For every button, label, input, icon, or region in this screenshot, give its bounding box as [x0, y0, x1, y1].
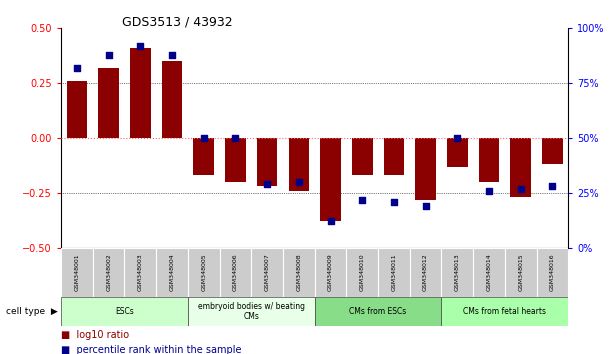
Text: GSM348003: GSM348003 — [138, 254, 143, 291]
Bar — [384, 138, 404, 175]
Text: ESCs: ESCs — [115, 307, 134, 316]
Text: GSM348007: GSM348007 — [265, 254, 269, 291]
Text: GSM348005: GSM348005 — [201, 254, 207, 291]
Point — [421, 203, 431, 209]
Point — [199, 135, 208, 141]
Bar — [61, 248, 93, 297]
Bar — [93, 248, 125, 297]
Text: GSM348012: GSM348012 — [423, 254, 428, 291]
Point — [72, 65, 82, 71]
Bar — [415, 138, 436, 200]
Bar — [441, 297, 568, 326]
Bar — [346, 248, 378, 297]
Point — [230, 135, 240, 141]
Text: GDS3513 / 43932: GDS3513 / 43932 — [122, 15, 233, 28]
Text: GSM348002: GSM348002 — [106, 254, 111, 291]
Text: GSM348001: GSM348001 — [75, 254, 79, 291]
Bar — [505, 248, 536, 297]
Text: CMs from fetal hearts: CMs from fetal hearts — [463, 307, 546, 316]
Point — [516, 186, 525, 192]
Text: ■  percentile rank within the sample: ■ percentile rank within the sample — [61, 346, 241, 354]
Bar — [125, 248, 156, 297]
Bar — [473, 248, 505, 297]
Point — [389, 199, 399, 205]
Text: ■  log10 ratio: ■ log10 ratio — [61, 330, 129, 339]
Bar — [378, 248, 410, 297]
Text: CMs from ESCs: CMs from ESCs — [349, 307, 407, 316]
Bar — [315, 297, 441, 326]
Bar — [162, 61, 182, 138]
Bar — [130, 48, 151, 138]
Text: GSM348015: GSM348015 — [518, 254, 523, 291]
Text: GSM348011: GSM348011 — [392, 254, 397, 291]
Point — [452, 135, 462, 141]
Bar — [536, 248, 568, 297]
Bar — [251, 248, 283, 297]
Point — [357, 197, 367, 202]
Bar — [288, 138, 309, 191]
Bar — [188, 297, 315, 326]
Point — [326, 219, 335, 224]
Text: GSM348013: GSM348013 — [455, 254, 460, 291]
Text: GSM348006: GSM348006 — [233, 254, 238, 291]
Point — [104, 52, 114, 57]
Text: GSM348010: GSM348010 — [360, 254, 365, 291]
Point — [167, 52, 177, 57]
Point — [547, 183, 557, 189]
Bar — [352, 138, 373, 175]
Text: GSM348004: GSM348004 — [169, 254, 175, 291]
Bar — [67, 81, 87, 138]
Bar — [98, 68, 119, 138]
Text: GSM348016: GSM348016 — [550, 254, 555, 291]
Bar — [320, 138, 341, 222]
Bar — [188, 248, 219, 297]
Bar — [156, 248, 188, 297]
Bar — [410, 248, 441, 297]
Bar — [441, 248, 473, 297]
Bar — [447, 138, 467, 167]
Bar — [219, 248, 251, 297]
Text: GSM348008: GSM348008 — [296, 254, 301, 291]
Text: embryoid bodies w/ beating
CMs: embryoid bodies w/ beating CMs — [198, 302, 305, 321]
Bar — [194, 138, 214, 175]
Bar — [257, 138, 277, 186]
Text: cell type  ▶: cell type ▶ — [6, 307, 58, 316]
Bar — [478, 138, 499, 182]
Bar — [542, 138, 563, 164]
Point — [262, 181, 272, 187]
Bar — [510, 138, 531, 197]
Point — [294, 179, 304, 185]
Bar — [61, 297, 188, 326]
Point — [136, 43, 145, 49]
Text: GSM348009: GSM348009 — [328, 254, 333, 291]
Bar — [225, 138, 246, 182]
Bar — [315, 248, 346, 297]
Text: GSM348014: GSM348014 — [486, 254, 491, 291]
Point — [484, 188, 494, 194]
Bar — [283, 248, 315, 297]
